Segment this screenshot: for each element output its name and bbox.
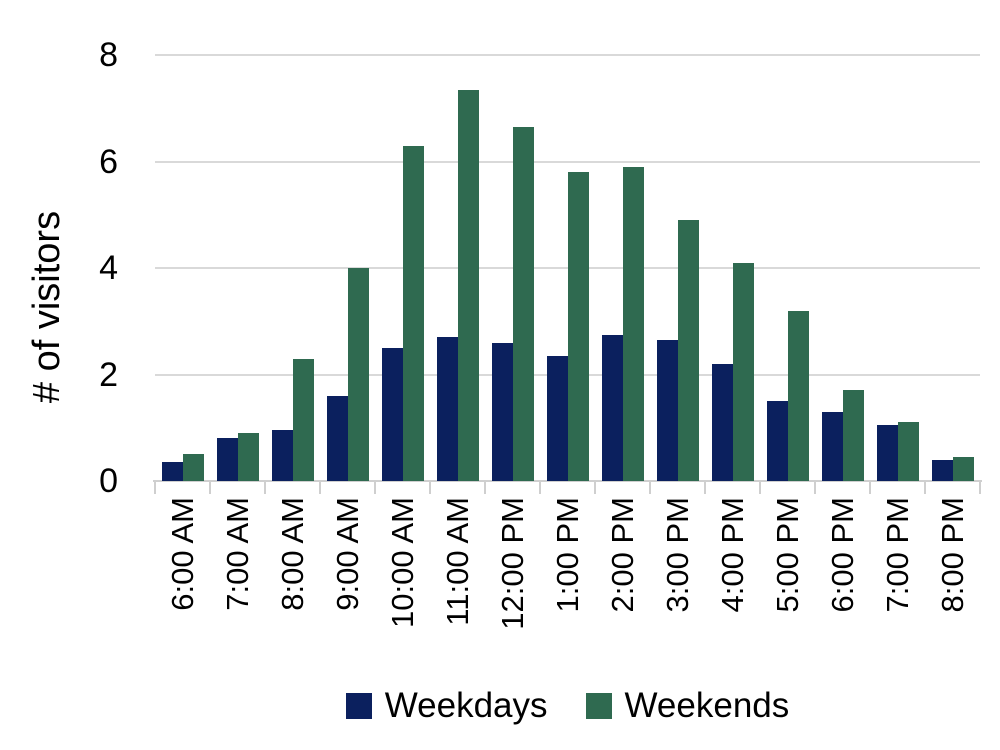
bar-weekends-5-00-pm — [787, 310, 809, 481]
x-axis-label-8-00-pm: 8:00 PM — [934, 497, 970, 613]
y-axis-title: # of visitors — [26, 210, 68, 404]
bar-weekends-7-00-am — [237, 433, 259, 481]
x-axis-label-12-00-pm: 12:00 PM — [494, 497, 530, 630]
x-tick-mark — [704, 481, 706, 494]
x-tick-mark — [594, 481, 596, 494]
bar-weekdays-12-00-pm — [491, 342, 513, 481]
bar-weekdays-6-00-am — [161, 462, 183, 481]
bar-weekdays-5-00-pm — [766, 401, 788, 481]
legend-swatch-weekdays — [345, 693, 372, 719]
y-tick-label: 0 — [99, 462, 118, 500]
y-tick-label: 6 — [99, 142, 118, 181]
x-axis-label-9-00-am: 9:00 AM — [329, 497, 365, 611]
bar-weekdays-4-00-pm — [711, 363, 733, 481]
x-tick-mark — [814, 481, 816, 494]
x-tick-mark — [759, 481, 761, 494]
bar-weekends-8-00-am — [292, 358, 314, 481]
y-tick-label: 8 — [99, 36, 118, 74]
bar-weekends-12-00-pm — [512, 126, 534, 481]
x-axis-label-8-00-am: 8:00 AM — [274, 497, 310, 611]
x-tick-mark — [924, 481, 926, 494]
x-axis-label-3-00-pm: 3:00 PM — [659, 497, 695, 613]
x-axis-label-4-00-pm: 4:00 PM — [714, 497, 750, 613]
x-tick-mark — [154, 481, 156, 494]
bar-weekends-10-00-am — [402, 145, 424, 481]
bar-weekends-11-00-am — [457, 89, 479, 481]
bar-weekends-1-00-pm — [567, 172, 589, 481]
bar-weekdays-8-00-am — [271, 430, 293, 481]
x-axis-label-1-00-pm: 1:00 PM — [549, 497, 585, 613]
bar-weekdays-7-00-am — [216, 438, 238, 481]
bar-weekdays-8-00-pm — [931, 459, 953, 481]
bar-weekdays-2-00-pm — [601, 334, 623, 481]
legend-label-weekends: Weekends — [624, 686, 790, 725]
x-axis-label-10-00-am: 10:00 AM — [384, 497, 420, 628]
gridline — [155, 160, 980, 163]
bar-weekends-4-00-pm — [732, 262, 754, 481]
legend-label-weekdays: Weekdays — [384, 686, 548, 725]
bar-weekdays-1-00-pm — [546, 355, 568, 481]
legend-item-weekends: Weekends — [585, 684, 790, 728]
x-axis-label-7-00-am: 7:00 AM — [219, 497, 255, 611]
legend-swatch-weekends — [585, 693, 612, 719]
bar-weekends-8-00-pm — [952, 457, 974, 481]
bar-weekdays-3-00-pm — [656, 339, 678, 481]
bar-weekdays-11-00-am — [436, 337, 458, 481]
bar-weekdays-9-00-am — [326, 395, 348, 481]
bar-weekends-6-00-am — [182, 454, 204, 481]
x-tick-mark — [264, 481, 266, 494]
x-tick-mark — [209, 481, 211, 494]
gridline — [155, 54, 980, 56]
x-axis-label-6-00-am: 6:00 AM — [164, 497, 200, 611]
bar-weekdays-6-00-pm — [821, 411, 843, 481]
x-axis-line — [153, 480, 982, 482]
bar-weekends-9-00-am — [347, 268, 369, 481]
x-axis-label-11-00-am: 11:00 AM — [439, 497, 475, 626]
bar-weekends-6-00-pm — [842, 390, 864, 481]
bar-weekends-3-00-pm — [677, 220, 699, 481]
legend-item-weekdays: Weekdays — [345, 684, 548, 728]
x-tick-mark — [979, 481, 981, 494]
bar-weekdays-10-00-am — [381, 347, 403, 481]
x-axis-label-6-00-pm: 6:00 PM — [824, 497, 860, 613]
x-tick-mark — [429, 481, 431, 494]
bar-weekdays-7-00-pm — [876, 425, 898, 481]
x-tick-mark — [484, 481, 486, 494]
x-tick-mark — [869, 481, 871, 494]
x-tick-mark — [539, 481, 541, 494]
chart-legend: Weekdays Weekends — [155, 682, 980, 730]
x-axis-label-7-00-pm: 7:00 PM — [879, 497, 915, 613]
x-axis-label-2-00-pm: 2:00 PM — [604, 497, 640, 613]
x-tick-mark — [319, 481, 321, 494]
x-tick-mark — [374, 481, 376, 494]
bar-weekends-7-00-pm — [897, 422, 919, 481]
x-axis-label-5-00-pm: 5:00 PM — [769, 497, 805, 613]
x-tick-mark — [649, 481, 651, 494]
bar-weekends-2-00-pm — [622, 166, 644, 481]
y-tick-label: 4 — [99, 249, 118, 287]
y-tick-label: 2 — [99, 355, 118, 394]
